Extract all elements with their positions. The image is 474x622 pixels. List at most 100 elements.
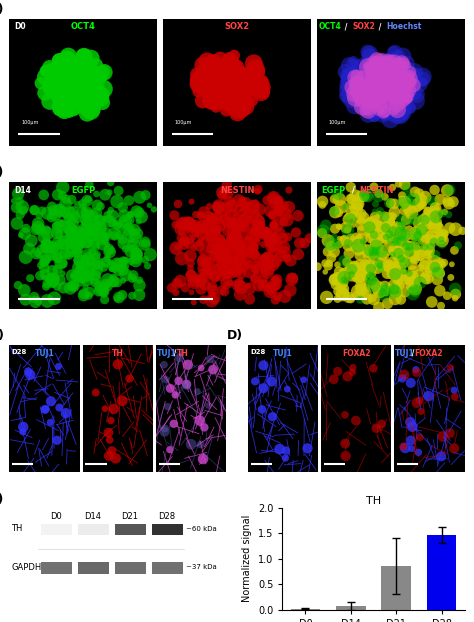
Point — [213, 202, 221, 212]
Point — [22, 295, 29, 305]
Point — [375, 209, 383, 219]
Point — [378, 103, 385, 113]
Point — [366, 58, 374, 68]
Point — [389, 67, 397, 77]
Point — [128, 291, 136, 301]
Point — [379, 91, 387, 101]
Point — [234, 258, 241, 267]
Point — [389, 65, 397, 75]
Point — [428, 208, 435, 218]
Point — [280, 217, 287, 227]
Point — [373, 65, 380, 75]
Point — [68, 238, 75, 248]
Point — [391, 199, 398, 209]
Point — [228, 218, 236, 228]
Point — [223, 211, 231, 221]
Point — [242, 220, 250, 230]
Point — [386, 87, 394, 97]
Text: D21: D21 — [121, 512, 138, 521]
Point — [239, 240, 246, 250]
Point — [431, 202, 438, 212]
Point — [218, 78, 225, 88]
Point — [368, 95, 375, 105]
Bar — [78, 562, 109, 573]
Point — [249, 202, 256, 211]
Point — [371, 254, 379, 264]
Point — [84, 211, 91, 221]
Point — [374, 282, 382, 292]
Point — [226, 64, 233, 74]
Point — [175, 376, 182, 386]
Point — [376, 75, 384, 85]
Point — [400, 62, 408, 72]
Point — [87, 99, 95, 109]
Point — [369, 83, 377, 93]
Point — [49, 84, 57, 94]
Point — [203, 229, 211, 239]
Point — [213, 243, 220, 253]
Point — [192, 81, 200, 91]
Point — [233, 215, 241, 225]
Point — [247, 78, 255, 88]
Point — [350, 262, 358, 272]
Point — [47, 396, 55, 406]
Point — [407, 240, 415, 250]
Point — [247, 95, 255, 105]
Point — [392, 90, 400, 100]
Point — [339, 267, 346, 277]
Point — [100, 284, 108, 294]
Point — [392, 250, 399, 260]
Point — [182, 283, 189, 293]
Point — [334, 273, 341, 283]
Point — [237, 275, 244, 285]
Point — [435, 221, 442, 231]
Point — [405, 64, 412, 74]
Point — [232, 230, 239, 240]
Point — [368, 77, 375, 86]
Point — [341, 91, 349, 101]
Point — [387, 65, 395, 75]
Point — [243, 202, 250, 211]
Point — [219, 250, 227, 260]
Point — [55, 205, 63, 215]
Point — [275, 205, 283, 215]
Point — [379, 287, 386, 297]
Point — [205, 68, 212, 78]
Point — [64, 52, 72, 62]
Point — [364, 47, 372, 57]
Point — [105, 214, 112, 224]
Point — [67, 231, 75, 241]
Point — [344, 225, 352, 235]
Point — [118, 290, 126, 300]
Point — [238, 197, 246, 207]
Point — [385, 214, 392, 224]
Point — [417, 262, 424, 272]
Point — [227, 88, 234, 98]
Point — [260, 281, 268, 290]
Point — [373, 88, 380, 98]
Point — [397, 110, 404, 120]
Point — [66, 108, 74, 118]
Point — [383, 299, 391, 309]
Point — [369, 99, 376, 109]
Point — [72, 93, 80, 103]
Point — [373, 283, 380, 293]
Point — [217, 221, 225, 231]
Point — [447, 363, 454, 373]
Point — [172, 390, 179, 400]
Point — [77, 238, 84, 248]
Point — [400, 81, 407, 91]
Point — [358, 244, 365, 254]
Point — [83, 75, 91, 85]
Point — [235, 281, 242, 290]
Point — [387, 98, 394, 108]
Point — [160, 360, 168, 369]
Point — [397, 95, 404, 104]
Point — [452, 225, 459, 234]
Text: /: / — [349, 185, 358, 195]
Point — [390, 91, 397, 101]
Point — [421, 215, 428, 225]
Point — [66, 207, 74, 217]
Point — [68, 70, 75, 80]
Point — [401, 108, 409, 118]
